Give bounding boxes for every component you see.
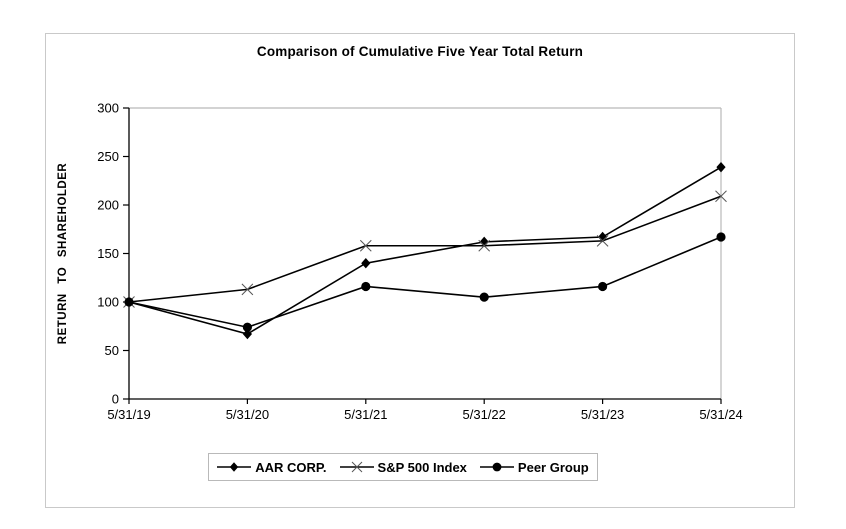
diamond-marker-icon <box>479 236 489 248</box>
circle-marker-icon <box>479 292 489 302</box>
chart-legend: AAR CORP. S&P 500 Index Peer Group <box>208 453 598 481</box>
y-tick-label: 0 <box>112 392 119 407</box>
x-tick-label: 5/31/22 <box>463 407 506 422</box>
series-s-p-500-index <box>123 190 727 308</box>
x-marker-icon <box>478 239 491 252</box>
circle-marker-icon <box>242 322 252 332</box>
x-tick-label: 5/31/20 <box>226 407 269 422</box>
y-tick-label: 250 <box>97 149 119 164</box>
legend-label-peer-group: Peer Group <box>517 459 589 475</box>
series-line-aar-corp <box>128 166 722 335</box>
legend-item-sp500: S&P 500 Index <box>339 459 467 475</box>
circle-marker-icon <box>598 281 608 292</box>
x-tick-label: 5/31/21 <box>344 407 387 422</box>
circle-marker-icon <box>716 232 726 242</box>
series-aar-corp <box>124 161 726 340</box>
series-peer-group <box>124 232 726 332</box>
diamond-marker-icon <box>716 161 726 173</box>
x-tick-label: 5/31/19 <box>107 407 150 422</box>
x-marker-icon <box>359 239 372 252</box>
y-tick-label: 50 <box>105 343 119 358</box>
y-tick-label: 200 <box>97 198 119 213</box>
x-marker-icon <box>339 461 374 473</box>
legend-item-peer-group: Peer Group <box>479 459 589 475</box>
diamond-marker-icon <box>598 231 608 243</box>
y-tick-label: 150 <box>97 246 119 261</box>
y-tick-label: 100 <box>97 295 119 310</box>
x-tick-label: 5/31/24 <box>699 407 742 422</box>
diamond-marker-icon <box>217 462 252 472</box>
legend-label-sp500: S&P 500 Index <box>377 459 467 475</box>
circle-marker-icon <box>361 281 371 292</box>
chart-frame <box>45 33 795 508</box>
circle-marker-icon <box>124 297 134 307</box>
x-tick-label: 5/31/23 <box>581 407 624 422</box>
diamond-marker-icon <box>361 258 371 269</box>
series-line-peer-group <box>128 236 722 329</box>
diamond-marker-icon <box>242 328 252 340</box>
x-marker-icon <box>715 190 727 203</box>
x-marker-icon <box>241 283 254 296</box>
chart-title: Comparison of Cumulative Five Year Total… <box>256 44 584 59</box>
x-marker-icon <box>596 235 609 247</box>
y-axis-title: RETURN TO SHAREHOLDER <box>57 163 69 345</box>
legend-item-aar-corp: AAR CORP. <box>217 459 327 475</box>
series-line-s-p-500-index <box>128 195 722 303</box>
circle-marker-icon <box>479 462 514 472</box>
y-tick-label: 300 <box>97 101 119 116</box>
legend-label-aar-corp: AAR CORP. <box>255 459 327 475</box>
